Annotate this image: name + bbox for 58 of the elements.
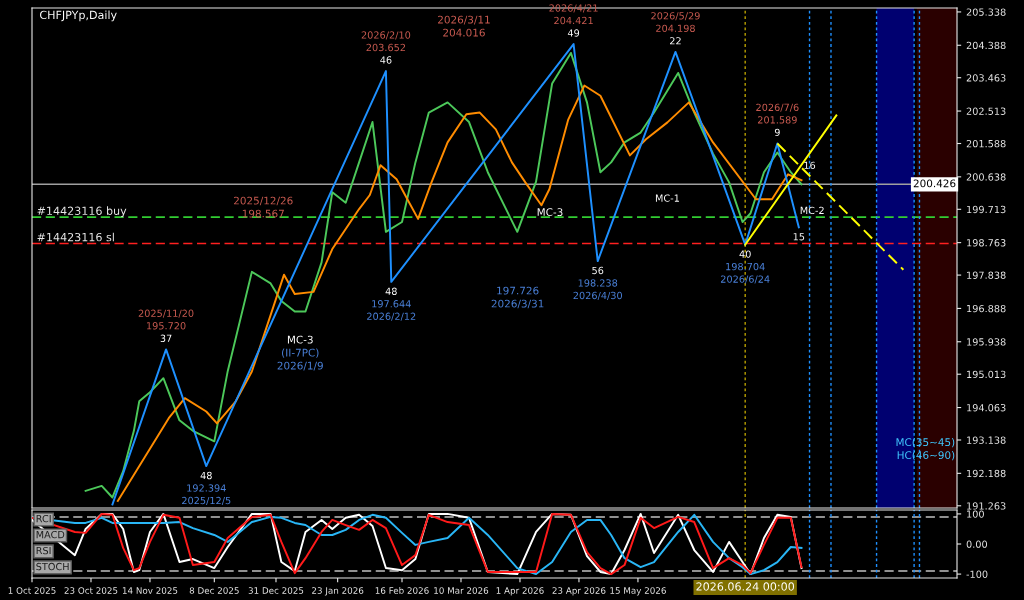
annotation: MC-3	[537, 208, 563, 217]
y-tick-label: 195.013	[967, 370, 1006, 379]
y-tick-label: 197.838	[967, 271, 1006, 279]
annotation: 197.726 2026/3/31	[491, 286, 544, 309]
x-tick-label: 1 Oct 2025	[8, 587, 56, 594]
x-tick-label: 10 Mar 2026	[434, 587, 489, 594]
y-tick-label: 193.138	[967, 436, 1006, 444]
annotation: MC(35~45) HC(46~90)	[896, 438, 955, 461]
y-tick-label: 201.588	[966, 139, 1006, 148]
annotation: 48 192.394 2025/12/5	[182, 471, 231, 505]
y-tick-label: 198.763	[967, 239, 1006, 247]
y-tick-label: 205.338	[966, 8, 1006, 16]
y-tick-label: 195.938	[967, 338, 1006, 346]
annotation: 2026/2/10 203.652 46	[361, 31, 411, 64]
annotation: STOCH	[36, 562, 69, 571]
annotation: 56 198.238 2026/4/30	[573, 266, 622, 300]
ref-line-label: 2026.06.24 00:00	[696, 582, 795, 591]
x-tick-label: 23 Jan 2026	[312, 587, 364, 596]
annotation: MC-2	[800, 206, 824, 215]
y-tick-label: 194.063	[967, 404, 1006, 412]
y-tick-label: 204.388	[966, 41, 1006, 50]
annotation: MC-1	[655, 194, 679, 202]
annotation: 2025/12/26 198.567	[233, 196, 293, 218]
line-series	[32, 512, 803, 576]
x-tick-label: 1 Apr 2026	[496, 587, 544, 596]
x-tick-label: 23 Oct 2025	[64, 587, 118, 594]
y-tick-label: 192.188	[967, 469, 1006, 478]
y-tick-label: 100	[967, 510, 984, 518]
annotation: 48 197.644 2026/2/12	[367, 287, 416, 321]
y-tick-label: 196.888	[967, 304, 1006, 313]
y-tick-label: 0.00	[966, 540, 988, 548]
x-tick-label: 8 Dec 2025	[189, 587, 239, 594]
ref-line-label: 200.426	[913, 179, 956, 188]
x-tick-label: 31 Dec 2025	[248, 587, 304, 594]
annotation: 16	[804, 161, 816, 169]
annotation: RCI	[36, 514, 51, 523]
y-tick-label: 199.713	[967, 205, 1006, 214]
y-tick-label: 202.513	[966, 107, 1006, 115]
annotation: MC-3 (II-7PC) 2026/1/9	[277, 335, 323, 371]
annotation: 2026/3/11 204.016	[438, 15, 490, 37]
y-tick-label: -100	[966, 570, 988, 578]
annotation: 15	[793, 233, 805, 241]
x-tick-label: 14 Nov 2025	[122, 587, 178, 594]
annotation: 2026/5/29 204.198 22	[651, 12, 700, 45]
ref-line-label: #14423116 buy	[37, 206, 127, 218]
y-tick-label: 200.638	[966, 173, 1006, 181]
x-tick-label: 16 Feb 2026	[375, 587, 429, 594]
annotation: 2026/7/6 201.589 9	[756, 103, 799, 137]
y-tick-label: 191.263	[967, 502, 1006, 510]
annotation: RSI	[36, 546, 51, 555]
chart-title: CHFJPYp,Daily	[40, 10, 117, 22]
ref-line-label: #14423116 sl	[37, 232, 114, 242]
x-tick-label: 15 May 2026	[610, 587, 666, 596]
x-tick-label: 23 Apr 2026	[552, 587, 606, 596]
annotation: 40 198.704 2026/6/24	[720, 250, 770, 284]
annotation: 2025/11/20 195.720 37	[138, 309, 194, 342]
y-tick-label: 203.463	[966, 74, 1006, 82]
annotation: MACD	[36, 530, 65, 539]
